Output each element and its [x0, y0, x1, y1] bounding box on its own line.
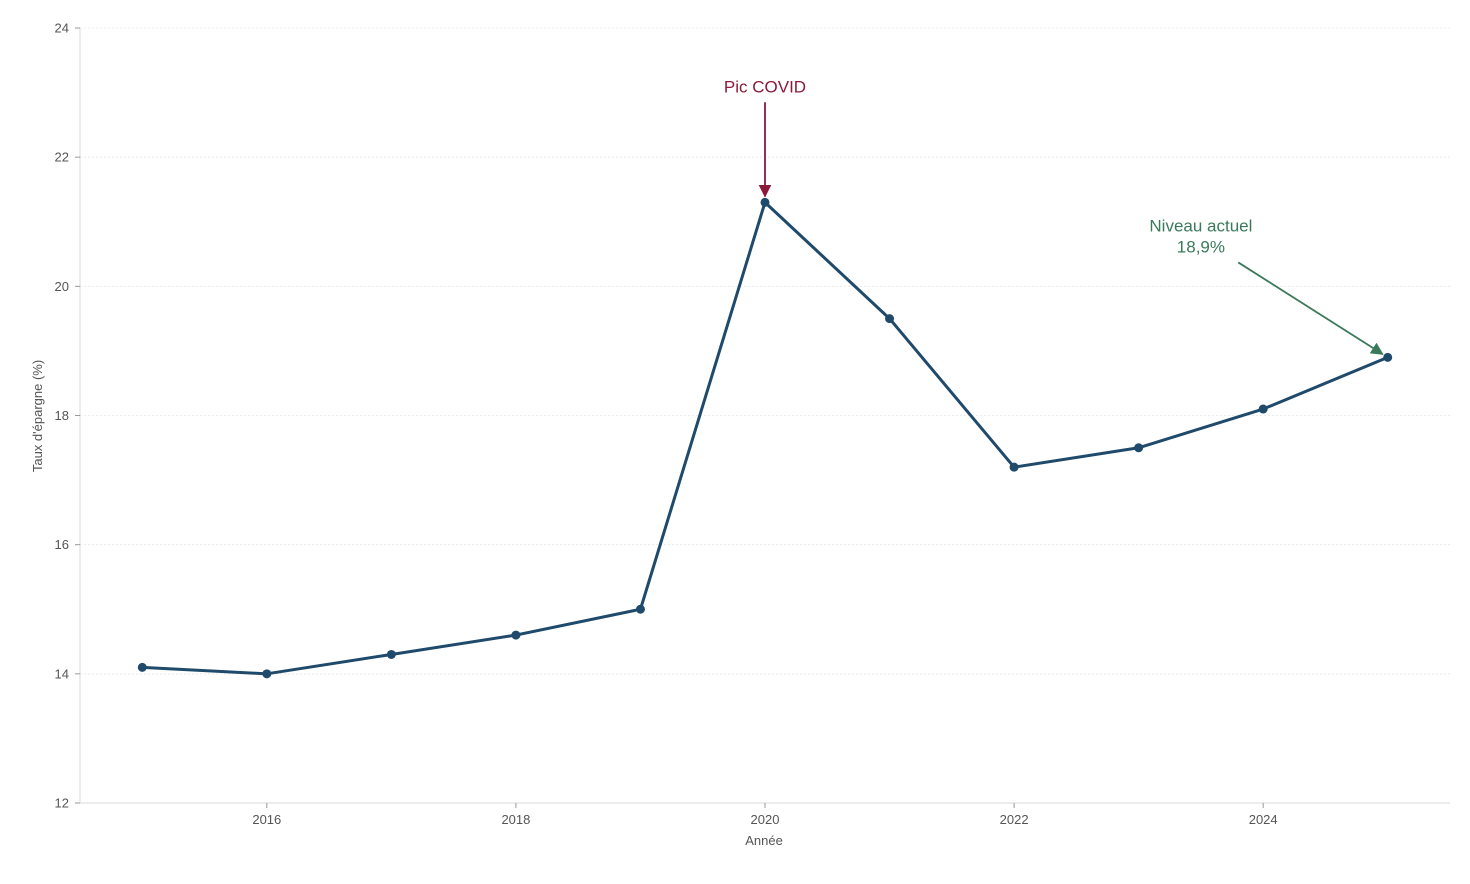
y-axis-title: Taux d'épargne (%)	[30, 360, 45, 472]
x-tick-label: 2018	[501, 812, 530, 827]
data-point	[1009, 462, 1019, 472]
x-tick-label: 2020	[751, 812, 780, 827]
annotation-arrow	[1237, 261, 1384, 355]
annotation-text: Niveau actuel	[1149, 216, 1252, 235]
y-tick-label: 18	[55, 408, 69, 423]
data-point	[1258, 404, 1268, 414]
data-point	[262, 669, 272, 679]
series	[137, 197, 1393, 679]
annotation-covid-peak: Pic COVID	[724, 78, 806, 198]
annotations: Pic COVID Niveau actuel 18,9%	[724, 78, 1384, 355]
data-point	[885, 314, 895, 324]
data-point	[1383, 352, 1393, 362]
data-point	[386, 649, 396, 659]
series-line	[140, 200, 1390, 676]
data-point	[1134, 443, 1144, 453]
x-tick-label: 2024	[1249, 812, 1278, 827]
annotation-text: Pic COVID	[724, 78, 806, 97]
annotation-text: 18,9%	[1177, 237, 1225, 256]
x-axis-title: Année	[745, 833, 783, 848]
data-point	[760, 197, 770, 207]
data-point	[635, 604, 645, 614]
x-tick-label: 2016	[252, 812, 281, 827]
data-point	[511, 630, 521, 640]
y-tick-label: 20	[55, 279, 69, 294]
annotation-current-level: Niveau actuel 18,9%	[1149, 216, 1384, 355]
y-tick-label: 24	[55, 21, 69, 36]
y-tick-label: 22	[55, 150, 69, 165]
y-tick-label: 12	[55, 796, 69, 811]
data-point	[137, 662, 147, 672]
y-tick-label: 16	[55, 537, 69, 552]
y-tick-label: 14	[55, 666, 69, 681]
x-tick-label: 2022	[1000, 812, 1029, 827]
